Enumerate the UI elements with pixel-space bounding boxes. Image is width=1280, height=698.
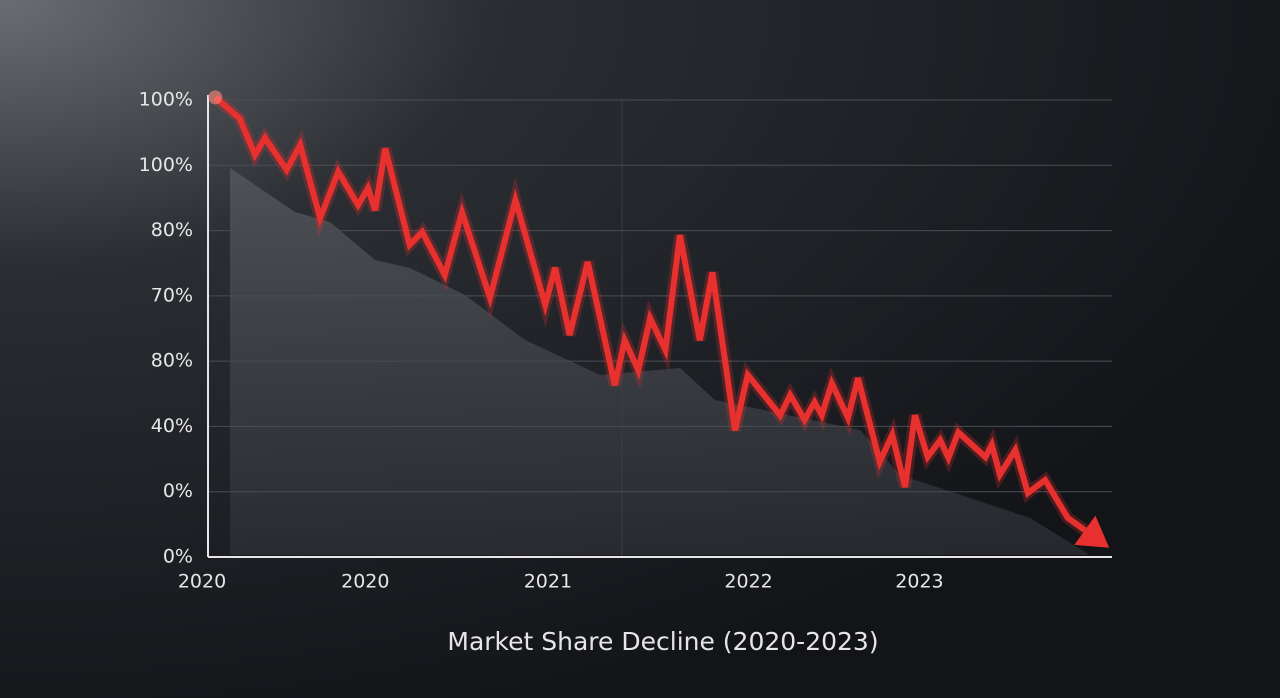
x-tick-label: 2021 — [524, 571, 572, 593]
y-tick-label: 0% — [163, 546, 193, 568]
arrow-head — [1074, 515, 1110, 548]
shadow-area — [230, 168, 1090, 555]
y-tick-label: 100% — [139, 89, 193, 111]
y-tick-label: 0% — [163, 480, 193, 502]
y-tick-label: 40% — [151, 415, 193, 437]
chart-title: Market Share Decline (2020-2023) — [447, 627, 878, 656]
x-tick-label: 2020 — [178, 571, 226, 593]
line — [213, 95, 1087, 533]
x-tick-label: 2020 — [341, 571, 389, 593]
y-tick-label: 70% — [151, 284, 193, 306]
y-tick-label: 100% — [139, 154, 193, 176]
start-glow — [208, 90, 223, 105]
y-tick-label: 80% — [151, 350, 193, 372]
y-tick-label: 80% — [151, 219, 193, 241]
x-tick-label: 2023 — [895, 571, 943, 593]
x-tick-label: 2022 — [724, 571, 772, 593]
